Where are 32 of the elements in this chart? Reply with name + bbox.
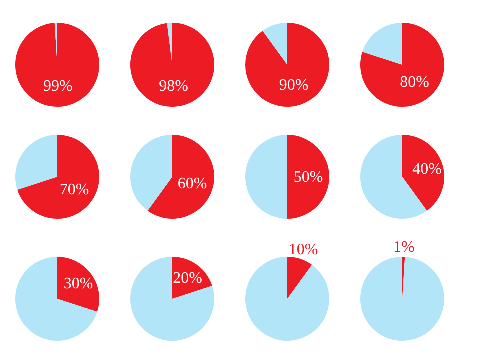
pie-slice	[288, 135, 330, 219]
pie-slice	[362, 23, 402, 65]
pie-slice	[130, 23, 214, 107]
pie-slice	[130, 257, 214, 341]
pie-slice	[148, 135, 214, 219]
data-label: 40%	[412, 160, 442, 178]
pie-slice	[360, 257, 444, 341]
data-label: 99%	[43, 78, 73, 95]
pie-slice	[246, 257, 330, 341]
data-label: 98%	[159, 78, 188, 95]
data-label: 20%	[173, 270, 202, 287]
data-label: 70%	[60, 181, 90, 198]
data-label: 1%	[393, 239, 415, 256]
pie-slice	[58, 257, 100, 312]
pie-slice	[262, 23, 288, 65]
pie-slice	[16, 135, 58, 190]
data-label: 50%	[294, 169, 324, 186]
data-label: 90%	[279, 76, 309, 94]
data-label: 80%	[400, 74, 430, 91]
pie-slice	[130, 135, 172, 211]
data-label: 60%	[178, 175, 208, 192]
pie-slice	[16, 257, 98, 341]
pie-slice	[402, 135, 444, 211]
pie-slice	[18, 135, 100, 219]
pie-slice	[16, 23, 100, 107]
pie-slice	[246, 135, 288, 219]
pie-slice	[167, 23, 172, 65]
pie-slice	[288, 257, 312, 299]
pie-slice	[246, 23, 330, 107]
data-label: 10%	[288, 242, 318, 259]
pie-slice	[360, 23, 444, 107]
data-label: 30%	[64, 276, 94, 293]
